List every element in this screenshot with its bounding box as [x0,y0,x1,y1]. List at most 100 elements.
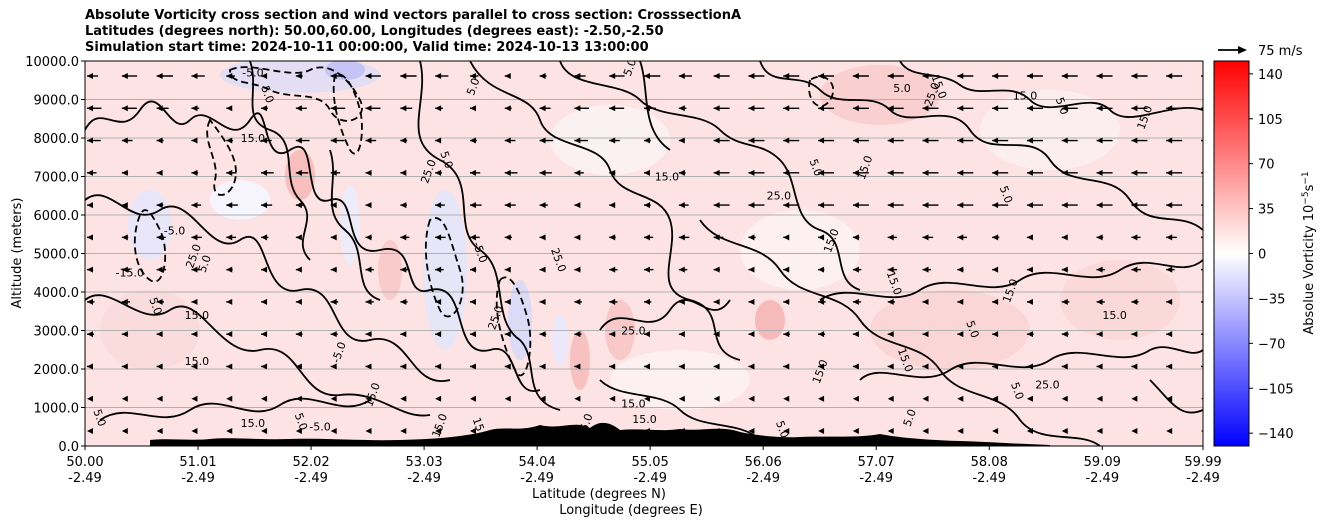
wind-vector-arrow [400,234,410,241]
x-tick-label-lon: -2.49 [859,471,893,486]
wind-vector-arrow [435,266,444,273]
chart-title-line-2: Latitudes (degrees north): 50.00,60.00, … [85,24,664,39]
wind-vector-arrow [748,105,765,112]
wind-vector-arrow [713,363,720,370]
wind-vector-arrow [121,363,128,370]
wind-vector-arrow [922,363,929,370]
wind-vector-arrow [818,137,835,144]
wind-vector-arrow [574,395,581,402]
wind-vector-arrow [1061,137,1078,144]
wind-vector-arrow [87,298,95,305]
wind-vector-arrow [887,73,904,79]
wind-vector-arrow [1166,428,1173,434]
wind-vector-arrow [330,137,345,144]
x-tick-label-lon: -2.49 [633,471,667,486]
wind-vector-arrow [957,363,964,370]
wind-vector-arrow [469,298,476,305]
contour-label: 5.0 [437,149,455,170]
wind-vector-arrow [295,202,305,209]
wind-vector-arrow [818,73,835,79]
wind-vector-arrow [713,298,720,305]
wind-vector-arrow [957,395,964,402]
wind-vector-arrow [1026,363,1033,370]
wind-vector-arrow [121,105,137,112]
wind-vector-arrow [1131,266,1141,273]
wind-vector-arrow [678,73,693,79]
wind-vector-arrow [922,169,939,176]
wind-vector-arrow [852,395,859,402]
wind-vector-arrow [156,331,163,338]
wind-vector-arrow [121,331,129,338]
wind-vector-arrow [156,395,163,402]
wind-vector-arrow [1061,169,1078,176]
wind-vector-arrow [1061,202,1078,209]
wind-vector-arrow [1026,73,1043,79]
wind-vector-arrow [435,169,442,176]
wind-vector-arrow [992,331,999,338]
x-tick-label-lon: -2.49 [181,471,215,486]
wind-vector-arrow [226,298,233,305]
wind-vector-arrow [1026,105,1043,112]
wind-vector-arrow [1096,363,1103,370]
wind-vector-arrow [783,234,790,241]
wind-vector-arrow [748,266,755,273]
wind-vector-arrow [365,169,372,176]
wind-vector-arrow [121,234,129,241]
contour-label: 15.0 [185,355,210,368]
wind-vector-arrow [400,363,407,370]
wind-vector-arrow [678,298,685,305]
wind-vector-arrow [539,202,548,209]
x-axis-label-latitude: Latitude (degrees N) [532,487,666,502]
wind-vector-arrow [957,169,974,176]
wind-vector-arrow [295,137,310,144]
contour-label: 15.0 [1102,309,1127,322]
wind-vector-arrow [121,266,131,273]
wind-vector-arrow [87,137,101,144]
wind-vector-arrow [365,105,381,112]
wind-vector-arrow [748,73,765,79]
wind-vector-arrow [469,234,480,241]
wind-vector-arrow [1026,202,1043,209]
wind-vector-arrow [400,331,407,338]
wind-vector-arrow [922,331,929,338]
wind-vector-arrow [295,331,303,338]
x-tick-label-lat: 57.07 [858,455,895,470]
colorbar-tick-label: 105 [1258,113,1283,128]
wind-vector-arrow [713,137,730,144]
wind-vector-arrow [191,73,205,79]
colorbar-tick-label: −140 [1258,427,1294,442]
wind-vector-arrow [469,363,476,370]
wind-vector-arrow [957,428,964,434]
wind-vector-arrow [156,73,173,79]
wind-vector-arrow [783,266,790,273]
wind-vector-arrow [261,266,268,273]
wind-vector-arrow [330,428,337,434]
wind-vector-arrow [365,428,372,434]
wind-vector-arrow [435,234,446,241]
wind-vector-arrow [1026,395,1033,402]
wind-vector-arrow [504,169,518,176]
wind-vector-arrow [1166,266,1175,273]
wind-vector-arrow [957,105,974,112]
wind-vector-arrow [469,73,479,79]
wind-vector-arrow [992,363,999,370]
wind-vector-arrow [574,169,584,176]
wind-vector-arrow [400,395,407,402]
wind-vector-arrow [330,234,337,241]
wind-vector-arrow [748,137,765,144]
colorbar-tick-label: 0 [1258,248,1266,263]
wind-vector-arrow [957,234,967,241]
wind-vector-arrow [1131,202,1148,209]
wind-vector-arrow [1096,105,1113,112]
wind-vector-arrow [1061,73,1078,79]
y-tick-label: 7000.0 [34,171,80,186]
wind-vector-arrow [783,331,790,338]
wind-vector-arrow [1166,331,1173,338]
wind-vector-arrow [1131,234,1141,241]
wind-vector-arrow [574,266,581,273]
wind-vector-arrow [295,266,302,273]
wind-vector-arrow [1026,169,1043,176]
wind-vector-arrow [226,73,235,79]
x-tick-label-lat: 59.99 [1184,455,1221,470]
wind-vector-arrow [469,331,476,338]
